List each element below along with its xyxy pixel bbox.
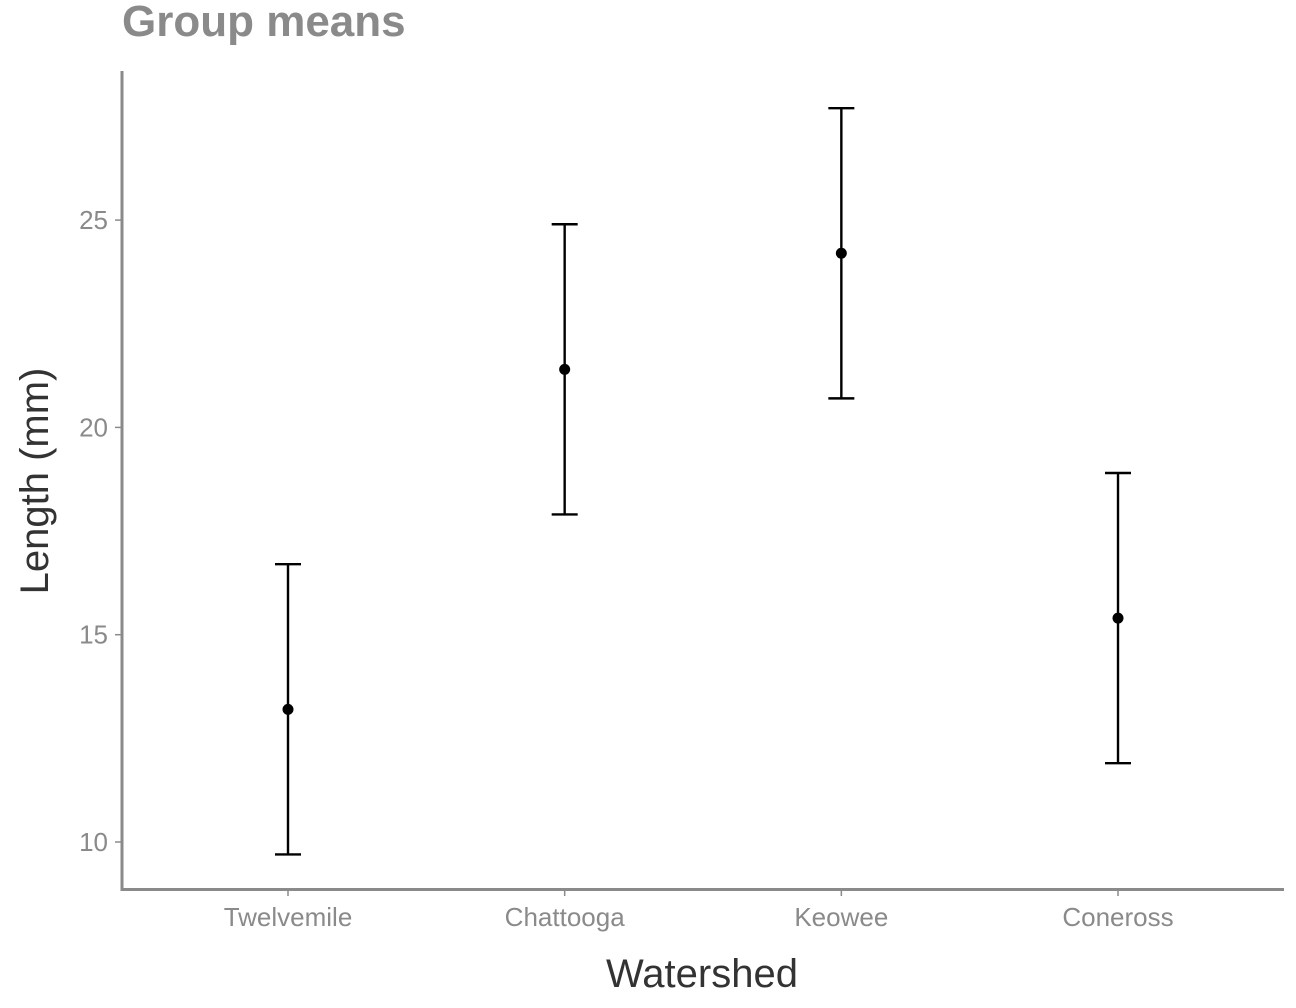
- plot-area: [275, 106, 1132, 856]
- x-tick-label: Keowee: [794, 902, 888, 932]
- x-axis-title: Watershed: [606, 952, 798, 996]
- mean-point: [282, 703, 294, 715]
- x-tick-label: Chattooga: [505, 902, 626, 932]
- x-tick-label: Coneross: [1062, 902, 1173, 932]
- mean-point: [835, 247, 847, 259]
- y-tick-label: 15: [79, 620, 108, 650]
- y-axis-ticks: 10 15 20 25: [79, 205, 122, 857]
- mean-point: [559, 363, 571, 375]
- x-axis-ticks: Twelvemile Chattooga Keowee Coneross: [224, 889, 1174, 932]
- y-axis-title: Length (mm): [13, 368, 57, 595]
- mean-point: [1112, 612, 1124, 624]
- y-tick-label: 10: [79, 827, 108, 857]
- error-bar-group: [828, 106, 855, 400]
- y-tick-label: 20: [79, 412, 108, 442]
- chart-title: Group means: [122, 0, 406, 46]
- x-tick-label: Twelvemile: [224, 902, 353, 932]
- error-bar-group: [551, 223, 578, 516]
- error-bar-group: [1105, 471, 1132, 765]
- error-bar-group: [275, 563, 301, 856]
- y-tick-label: 25: [79, 205, 108, 235]
